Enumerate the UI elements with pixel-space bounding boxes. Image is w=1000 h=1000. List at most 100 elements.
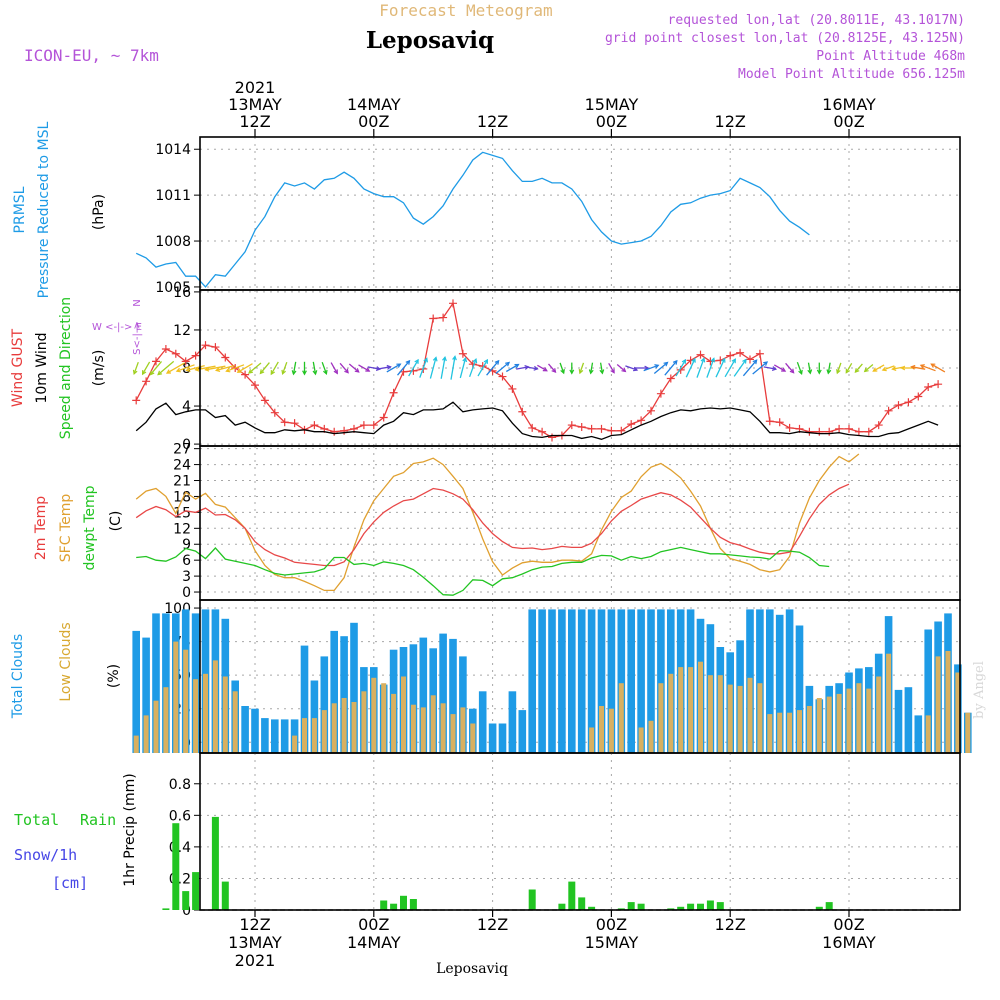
gust-marker: [429, 314, 438, 323]
wind-arrow-shaft: [616, 364, 626, 372]
total-cloud-bar: [251, 708, 259, 753]
wind-labels: Wind GUST 10m Wind Speed and Direction (…: [10, 297, 143, 439]
total-cloud-bar: [785, 609, 794, 753]
gust-marker: [171, 349, 180, 358]
wind-arrow: [763, 366, 778, 371]
gust-marker: [726, 351, 735, 360]
rain-bar: [221, 881, 229, 910]
total-cloud-bar: [766, 609, 774, 753]
wind-arrow-shaft: [752, 361, 768, 375]
wind-arrow: [248, 362, 262, 374]
gust-marker: [389, 388, 398, 397]
wind-arrow: [930, 363, 946, 373]
wind-arrow: [157, 360, 175, 376]
wind-arrow-head: [423, 357, 428, 363]
gust-marker: [359, 421, 368, 430]
wind-arrow-shaft: [248, 362, 262, 374]
wind-arrow-shaft: [724, 358, 736, 378]
wind-arrow-shaft: [643, 364, 659, 372]
wind-arrow-shaft: [150, 360, 162, 376]
wind-arrow: [194, 365, 216, 372]
wind-arrow-head: [141, 370, 147, 376]
gust-marker: [904, 398, 913, 407]
gust-marker: [785, 423, 794, 432]
wind-arrow: [312, 361, 318, 376]
wind-arrow-head: [302, 370, 307, 376]
low-cloud-bar: [193, 679, 199, 753]
total-cloud-bar: [548, 609, 556, 753]
wind-arrow: [706, 357, 716, 378]
low-cloud-bar: [965, 712, 971, 753]
time-label-year: 2021: [235, 78, 276, 97]
gust-marker: [746, 355, 754, 364]
wind-arrow: [807, 362, 813, 375]
low-cloud-bar: [668, 673, 674, 753]
wind-arrow: [495, 361, 511, 374]
wind-arrow: [450, 355, 457, 380]
wind-arrow: [270, 361, 279, 376]
wind-arrow-shaft: [882, 365, 895, 371]
gust-marker: [211, 343, 220, 352]
rain-bar: [697, 903, 704, 910]
wind-arrow-head: [910, 364, 916, 370]
wind-arrow-head: [344, 368, 349, 374]
gust-marker: [260, 396, 269, 405]
gust-marker: [290, 419, 299, 428]
wind-arrow: [643, 364, 660, 372]
wind-arrow-shaft: [715, 358, 726, 378]
gust-marker: [755, 349, 764, 358]
wind-arrow-shaft: [763, 366, 777, 370]
wind-arrow-shaft: [537, 364, 548, 372]
wind-arrow: [816, 362, 822, 375]
rain-bar: [716, 902, 724, 910]
gust-marker: [340, 426, 349, 435]
low-cloud-bar: [391, 693, 397, 753]
low-cloud-bar: [420, 707, 426, 753]
low-cloud-bar: [173, 641, 179, 753]
snow-label: Snow/1h: [14, 846, 77, 864]
wind-arrow-shaft: [796, 361, 803, 375]
wind-arrow-shaft: [386, 363, 401, 373]
wind-arrow-head: [165, 369, 172, 374]
wind-arrow: [773, 364, 787, 372]
total-cloud-bar: [587, 609, 596, 753]
wind-arrow-shaft: [348, 363, 360, 373]
rain-bar: [528, 889, 536, 910]
wind-arrow: [486, 359, 500, 376]
wind-arrow: [132, 361, 139, 375]
gust-marker: [696, 350, 705, 359]
time-label-hour: 12Z: [715, 112, 746, 131]
total-cloud-bar: [162, 613, 170, 753]
wind-arrow-head: [663, 361, 669, 367]
wind-arrow-head: [259, 369, 265, 375]
location-title: Leposaviq: [366, 27, 494, 54]
wind-arrow: [339, 362, 349, 374]
time-label-hour: 12Z: [477, 112, 508, 131]
wind-arrow-head: [149, 370, 155, 376]
y-tick-label: 0: [182, 903, 191, 919]
wind-arrow-head: [333, 369, 338, 375]
wind-arrow-shaft: [653, 362, 668, 374]
total-cloud-bar: [340, 636, 348, 753]
wind-arrow-head: [710, 357, 716, 363]
panel-frame: [199, 445, 961, 601]
wind-arrow: [685, 357, 696, 378]
wind-arrow-head: [551, 368, 557, 374]
compass-n: N: [132, 299, 143, 306]
time-label-hour: 12Z: [715, 915, 746, 934]
y-tick-label: 18: [173, 489, 191, 505]
wind-arrow: [526, 365, 539, 371]
gust-marker: [379, 413, 388, 422]
wind-arrow-head: [236, 368, 242, 373]
gust-marker: [617, 426, 626, 435]
wind-arrow: [348, 363, 360, 373]
forecast-subtitle: Forecast Meteogram: [379, 1, 552, 20]
gust-marker: [201, 341, 210, 350]
wind-arrow-head: [494, 359, 500, 365]
y-tick-label: 4: [182, 399, 191, 415]
prmsl-label: PRMSL: [12, 186, 28, 233]
wind-arrow: [429, 356, 438, 379]
low-cloud-bar: [381, 683, 387, 753]
total-cloud-bar: [280, 719, 289, 753]
gust-marker: [132, 396, 141, 405]
